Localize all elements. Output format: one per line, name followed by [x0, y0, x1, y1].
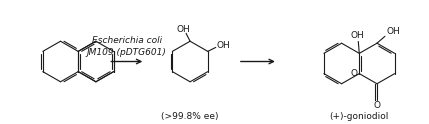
Text: (>99.8% ee): (>99.8% ee)	[161, 112, 219, 121]
Text: OH: OH	[350, 31, 364, 40]
Text: O: O	[374, 101, 381, 110]
Text: Escherichia coli: Escherichia coli	[92, 36, 162, 45]
Text: OH: OH	[217, 41, 231, 50]
Text: (+)-goniodiol: (+)-goniodiol	[329, 112, 389, 121]
Text: JM109 (pDTG601): JM109 (pDTG601)	[87, 48, 167, 57]
Text: O: O	[351, 69, 358, 78]
Text: OH: OH	[386, 27, 400, 36]
Text: OH: OH	[176, 25, 190, 34]
